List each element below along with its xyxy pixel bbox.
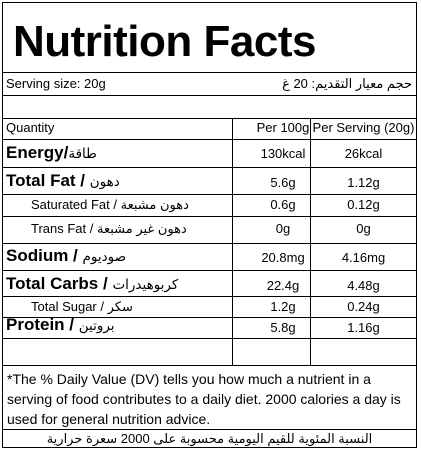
value-per-serving: 0.24g [347,299,380,314]
table-row: Total Carbs / كربوهيدرات [6,274,178,295]
header-per-100g: Per 100g [256,120,310,135]
table-row: Sodium / صوديوم [6,246,126,267]
divider [3,296,416,297]
nutrient-name: Trans Fat / [31,221,97,236]
nutrient-name: Protein / [6,315,79,334]
table-row: Total Sugar / سكر [31,297,133,317]
value-per-100g: 0g [275,221,291,236]
nutrient-name: Total Carbs / [6,274,113,293]
table-row: Trans Fat / دهون غير مشبعة [31,219,187,239]
nutrient-name: Saturated Fat / [31,197,121,212]
value-per-100g: 5.8g [270,320,296,335]
value-per-serving: 0g [356,221,371,236]
table-row: Energy/طاقة [6,143,97,164]
serving-size-en: Serving size: 20g [6,76,106,91]
nutrient-name-ar: دهون مشبعة [120,197,189,212]
serving-size-ar: حجم معيار التقديم: 20 غ [282,76,412,91]
table-row: Saturated Fat / دهون مشبعة [31,195,189,215]
nutrient-name-ar: بروتين [78,318,115,333]
nutrient-name: Total Sugar / [31,299,108,314]
footnote-ar: النسبة المئوية للقيم اليومية محسوبة على … [46,431,373,446]
nutrient-name-ar: دهون [89,174,120,189]
panel-title: Nutrition Facts [13,17,316,66]
table-bottom-rule [3,365,416,366]
divider [3,216,416,217]
value-per-serving: 26kcal [344,146,383,161]
divider [3,429,416,430]
value-per-serving: 0.12g [347,197,380,212]
nutrient-name-ar: دهون غير مشبعة [96,221,187,236]
footnote-en: *The % Daily Value (DV) tells you how mu… [7,371,401,427]
divider [3,270,416,271]
table-row: Protein / بروتين [6,315,115,336]
divider [3,194,416,195]
column-divider [310,118,311,366]
divider [3,338,416,339]
column-divider [232,118,233,366]
value-per-serving: 4.16mg [341,250,386,265]
nutrient-name-ar: طاقة [68,146,97,161]
value-per-100g: 20.8mg [261,250,305,265]
value-per-100g: 1.2g [270,299,296,314]
divider [3,317,416,318]
divider [3,167,416,168]
header-per-serving: Per Serving (20g) [312,120,415,135]
value-per-100g: 22.4g [266,278,300,293]
value-per-serving: 4.48g [347,278,380,293]
value-per-serving: 1.12g [347,175,380,190]
nutrient-name-ar: سكر [107,299,133,314]
value-per-100g: 130kcal [260,146,306,161]
value-per-100g: 5.6g [270,175,296,190]
divider [3,72,416,73]
divider [3,243,416,244]
nutrient-name: Total Fat / [6,171,90,190]
nutrition-facts-panel: Nutrition Facts Serving size: 20g حجم مع… [2,2,417,448]
table-top-rule [3,118,416,119]
nutrient-name: Sodium / [6,246,83,265]
header-quantity: Quantity [6,120,55,135]
nutrient-name-ar: صوديوم [82,249,127,264]
nutrient-name-ar: كربوهيدرات [112,277,179,292]
nutrient-name: Energy/ [6,143,69,162]
table-row: Total Fat / دهون [6,171,120,192]
value-per-serving: 1.16g [347,320,380,335]
value-per-100g: 0.6g [270,197,296,212]
divider [3,139,416,140]
divider [3,95,416,96]
